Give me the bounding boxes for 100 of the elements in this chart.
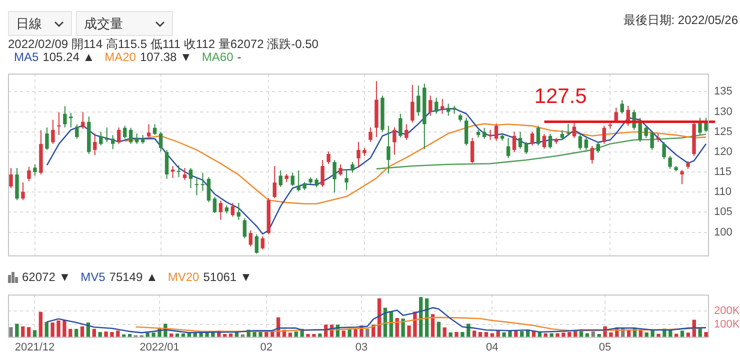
candlestick [482, 127, 486, 140]
bar [448, 332, 452, 338]
bar [98, 332, 102, 338]
text: 105.24 ▲ [42, 50, 95, 64]
bar [104, 331, 108, 338]
candlestick [122, 125, 127, 140]
text: 2022/02/09 開114 高115.5 低111 收112 量62072 漲跌-0.50 [8, 36, 318, 52]
candlestick [416, 85, 420, 116]
candlestick [428, 95, 432, 116]
text: - [237, 50, 242, 64]
text: 日線 [16, 14, 42, 32]
bar [650, 330, 654, 338]
candlestick [392, 126, 396, 156]
candlestick [620, 100, 624, 114]
candlestick [584, 135, 588, 150]
x-tick-label: 2022/01 [140, 341, 180, 354]
x-tick-label: 04 [486, 341, 498, 354]
candlestick [488, 129, 492, 140]
candlestick [578, 133, 582, 150]
candlestick [206, 176, 211, 203]
candlestick [398, 113, 402, 138]
candlestick [332, 159, 336, 194]
candlestick [590, 145, 594, 164]
bar [62, 320, 66, 338]
candlestick [230, 202, 235, 218]
candlestick [110, 134, 115, 150]
candlestick [93, 132, 97, 156]
bar [556, 333, 560, 338]
bar [9, 327, 13, 338]
candlestick [506, 137, 510, 158]
candlestick [194, 176, 199, 196]
candlestick [698, 117, 702, 136]
text: 62072 ▼ [22, 270, 71, 284]
y-tick-label: 100 [714, 226, 732, 238]
y-tick-label: 120 [714, 146, 732, 158]
candlestick [446, 103, 450, 116]
candlestick [650, 130, 654, 150]
candlestick [644, 125, 648, 138]
bar [460, 332, 464, 338]
x-tick-label: 05 [598, 341, 612, 354]
bar [56, 320, 60, 338]
candlestick [464, 117, 468, 146]
text: 107.38 ▼ [140, 50, 192, 64]
candlestick [410, 84, 414, 124]
y-tick-label: 100K [714, 318, 740, 330]
bar [514, 330, 518, 338]
y-tick-label: 115 [714, 166, 732, 178]
candlestick [21, 182, 25, 201]
candlestick [242, 218, 247, 239]
candlestick [320, 159, 324, 188]
candlestick [81, 112, 85, 130]
text: 51061 ▼ [203, 270, 252, 284]
text: MA60 [202, 50, 234, 64]
candlestick [158, 131, 163, 152]
candlestick [404, 124, 408, 140]
candlestick [344, 169, 348, 191]
candlestick [63, 106, 67, 128]
candlestick [596, 141, 600, 154]
candlestick [170, 166, 175, 179]
text: 最後日期: 2022/05/26 [623, 12, 738, 29]
candlestick [128, 127, 133, 144]
candlestick [188, 168, 193, 189]
candlestick [440, 98, 444, 114]
bar [152, 332, 156, 338]
candlestick [272, 166, 276, 199]
candlestick [680, 170, 684, 185]
candlestick [278, 170, 282, 188]
candlestick [260, 236, 264, 250]
y-tick-label: 105 [714, 206, 732, 218]
candlestick [668, 155, 672, 170]
candlestick [548, 133, 552, 150]
candlestick [27, 166, 31, 182]
bar [609, 332, 613, 338]
candlestick [176, 164, 181, 178]
candlestick [638, 117, 642, 142]
y-tick-label: 135 [714, 86, 732, 98]
candlestick [182, 168, 187, 181]
candlestick [494, 123, 498, 142]
candlestick [566, 123, 570, 136]
candlestick [518, 131, 522, 150]
candlestick [105, 126, 109, 143]
candlestick [152, 124, 157, 136]
candlestick [572, 120, 576, 138]
bar [436, 322, 441, 338]
candlestick [164, 149, 169, 180]
bar [407, 326, 411, 338]
candlestick [134, 132, 139, 144]
bar [366, 328, 370, 338]
candlestick [704, 117, 708, 132]
candlestick [116, 126, 121, 144]
candlestick [9, 168, 13, 189]
text: 75149 ▲ [109, 270, 158, 284]
bar [698, 328, 702, 338]
candlestick [254, 234, 259, 254]
bar [454, 332, 458, 338]
candlestick [218, 200, 223, 220]
candlestick [69, 112, 73, 128]
y-tick-label: 200K [714, 304, 740, 317]
candlestick [236, 202, 241, 220]
candlestick [338, 164, 342, 176]
